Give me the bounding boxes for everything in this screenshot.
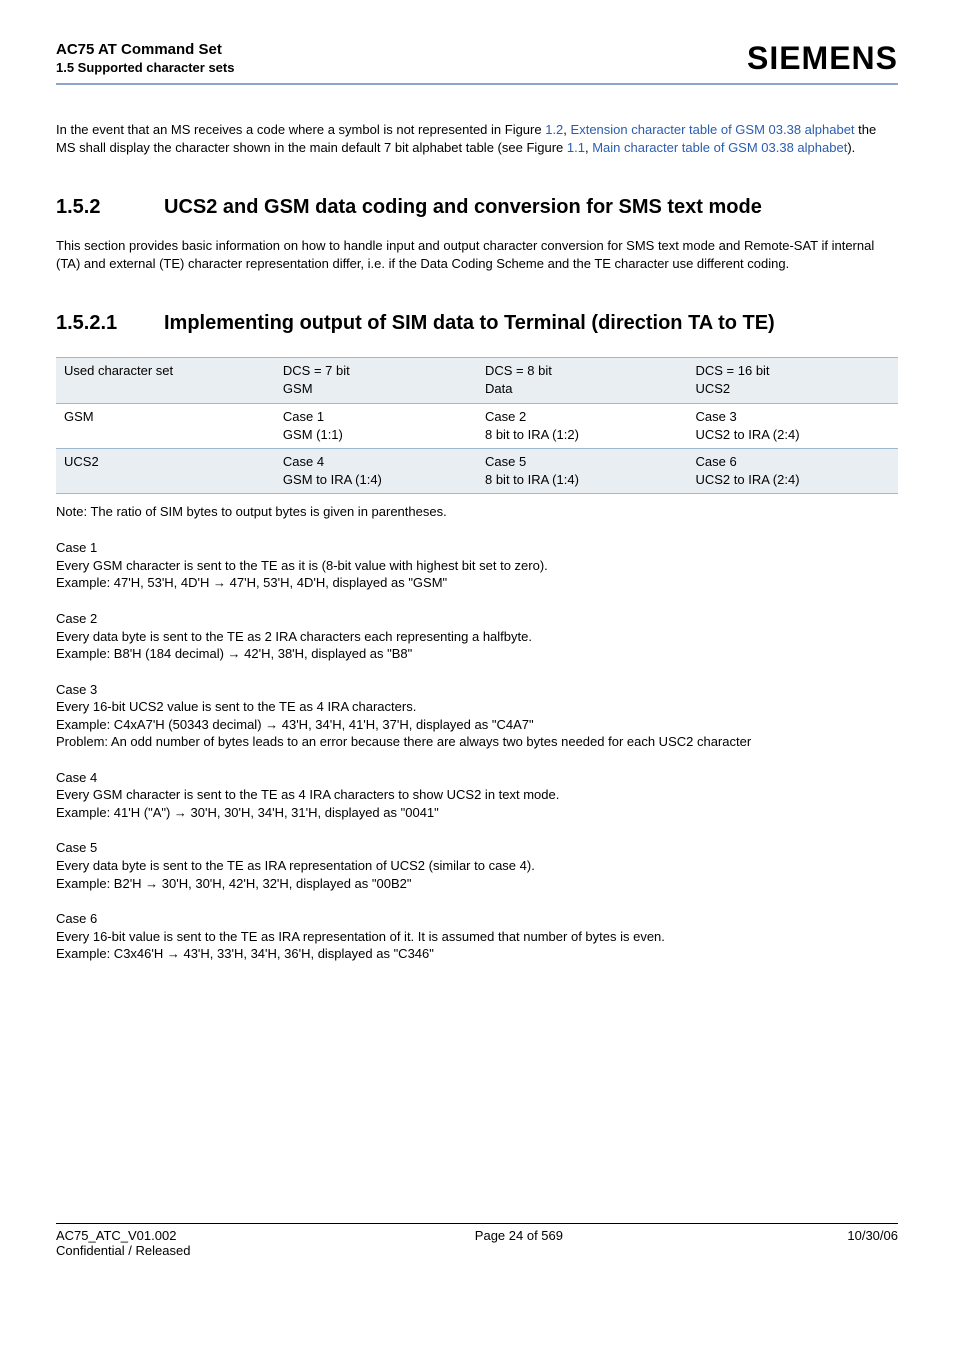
case-body: Every 16-bit UCS2 value is sent to the T…: [56, 698, 898, 716]
subsection-title: Implementing output of SIM data to Termi…: [164, 312, 898, 335]
table-cell-line1: DCS = 8 bit: [485, 362, 680, 380]
case-body: Every GSM character is sent to the TE as…: [56, 786, 898, 804]
case-block: Case 2Every data byte is sent to the TE …: [56, 610, 898, 663]
case-block: Case 5Every data byte is sent to the TE …: [56, 839, 898, 892]
section-label: 1.5 Supported character sets: [56, 60, 234, 77]
table-cell-line2: 8 bit to IRA (1:2): [485, 426, 680, 444]
footer-left: AC75_ATC_V01.002 Confidential / Released: [56, 1228, 190, 1258]
case-extra: Problem: An odd number of bytes leads to…: [56, 733, 898, 751]
case-title: Case 2: [56, 610, 898, 628]
table-cell: DCS = 7 bitGSM: [275, 358, 477, 403]
coding-table: Used character setDCS = 7 bitGSMDCS = 8 …: [56, 357, 898, 494]
table-cell: DCS = 8 bitData: [477, 358, 688, 403]
table-cell-line2: 8 bit to IRA (1:4): [485, 471, 680, 489]
table-cell-line2: UCS2 to IRA (2:4): [695, 426, 890, 444]
intro-sep1: ,: [563, 122, 570, 137]
table-cell: Case 58 bit to IRA (1:4): [477, 448, 688, 493]
table-cell-line2: UCS2: [695, 380, 890, 398]
table-row: UCS2Case 4GSM to IRA (1:4)Case 58 bit to…: [56, 448, 898, 493]
figure-ref-1-2[interactable]: 1.2: [545, 122, 563, 137]
table-cell: Case 28 bit to IRA (1:2): [477, 403, 688, 448]
case-body: Every GSM character is sent to the TE as…: [56, 557, 898, 575]
case-example: Example: C4xA7'H (50343 decimal) → 43'H,…: [56, 716, 898, 734]
case-example: Example: B2'H → 30'H, 30'H, 42'H, 32'H, …: [56, 875, 898, 893]
table-cell: DCS = 16 bitUCS2: [687, 358, 898, 403]
table-cell-line1: UCS2: [64, 453, 267, 471]
intro-paragraph: In the event that an MS receives a code …: [56, 121, 898, 156]
figure-ref-1-1[interactable]: 1.1: [567, 140, 585, 155]
product-title: AC75 AT Command Set: [56, 40, 234, 60]
table-cell-line2: GSM to IRA (1:4): [283, 471, 469, 489]
footer-date: 10/30/06: [847, 1228, 898, 1258]
intro-text-pre: In the event that an MS receives a code …: [56, 122, 545, 137]
table-cell: Case 3UCS2 to IRA (2:4): [687, 403, 898, 448]
table-cell-line2: Data: [485, 380, 680, 398]
table-cell: Case 4GSM to IRA (1:4): [275, 448, 477, 493]
table-row: GSMCase 1GSM (1:1)Case 28 bit to IRA (1:…: [56, 403, 898, 448]
subsection-number: 1.5.2.1: [56, 312, 164, 335]
page-header: AC75 AT Command Set 1.5 Supported charac…: [56, 40, 898, 77]
brand-logo: SIEMENS: [747, 40, 898, 77]
section-1-5-2-heading: 1.5.2 UCS2 and GSM data coding and conve…: [56, 196, 898, 219]
case-block: Case 4Every GSM character is sent to the…: [56, 769, 898, 822]
section-1-5-2-1-heading: 1.5.2.1 Implementing output of SIM data …: [56, 312, 898, 335]
table-cell-line2: UCS2 to IRA (2:4): [695, 471, 890, 489]
case-example: Example: C3x46'H → 43'H, 33'H, 34'H, 36'…: [56, 945, 898, 963]
case-title: Case 3: [56, 681, 898, 699]
table-row: Used character setDCS = 7 bitGSMDCS = 8 …: [56, 358, 898, 403]
case-example: Example: B8'H (184 decimal) → 42'H, 38'H…: [56, 645, 898, 663]
table-cell: Case 6UCS2 to IRA (2:4): [687, 448, 898, 493]
header-divider: [56, 83, 898, 85]
case-block: Case 1Every GSM character is sent to the…: [56, 539, 898, 592]
link-extension-table[interactable]: Extension character table of GSM 03.38 a…: [571, 122, 855, 137]
case-title: Case 4: [56, 769, 898, 787]
table-cell: UCS2: [56, 448, 275, 493]
section-1-5-2-body: This section provides basic information …: [56, 237, 898, 272]
table-cell-line1: Used character set: [64, 362, 267, 380]
table-cell-line1: DCS = 7 bit: [283, 362, 469, 380]
case-example: Example: 41'H ("A") → 30'H, 30'H, 34'H, …: [56, 804, 898, 822]
table-cell-line1: Case 6: [695, 453, 890, 471]
case-title: Case 6: [56, 910, 898, 928]
case-title: Case 1: [56, 539, 898, 557]
footer-version: AC75_ATC_V01.002: [56, 1228, 190, 1243]
table-cell-line1: Case 5: [485, 453, 680, 471]
table-cell-line1: Case 1: [283, 408, 469, 426]
table-cell-line1: Case 2: [485, 408, 680, 426]
case-body: Every data byte is sent to the TE as IRA…: [56, 857, 898, 875]
link-main-table[interactable]: Main character table of GSM 03.38 alphab…: [592, 140, 847, 155]
case-block: Case 3Every 16-bit UCS2 value is sent to…: [56, 681, 898, 751]
case-example: Example: 47'H, 53'H, 4D'H → 47'H, 53'H, …: [56, 574, 898, 592]
section-title: UCS2 and GSM data coding and conversion …: [164, 196, 898, 219]
footer-page-number: Page 24 of 569: [475, 1228, 563, 1258]
table-cell: Used character set: [56, 358, 275, 403]
table-cell-line2: GSM: [283, 380, 469, 398]
case-block: Case 6Every 16-bit value is sent to the …: [56, 910, 898, 963]
intro-text-end: ).: [847, 140, 855, 155]
case-body: Every 16-bit value is sent to the TE as …: [56, 928, 898, 946]
footer-divider: [56, 1223, 898, 1224]
table-note: Note: The ratio of SIM bytes to output b…: [56, 504, 898, 519]
table-cell-line1: DCS = 16 bit: [695, 362, 890, 380]
table-cell-line1: GSM: [64, 408, 267, 426]
table-cell-line1: Case 4: [283, 453, 469, 471]
table-cell: Case 1GSM (1:1): [275, 403, 477, 448]
table-cell-line1: Case 3: [695, 408, 890, 426]
header-left: AC75 AT Command Set 1.5 Supported charac…: [56, 40, 234, 76]
table-cell: GSM: [56, 403, 275, 448]
footer-confidential: Confidential / Released: [56, 1243, 190, 1258]
case-title: Case 5: [56, 839, 898, 857]
table-cell-line2: GSM (1:1): [283, 426, 469, 444]
section-number: 1.5.2: [56, 196, 164, 219]
page-footer: AC75_ATC_V01.002 Confidential / Released…: [56, 1223, 898, 1258]
case-body: Every data byte is sent to the TE as 2 I…: [56, 628, 898, 646]
